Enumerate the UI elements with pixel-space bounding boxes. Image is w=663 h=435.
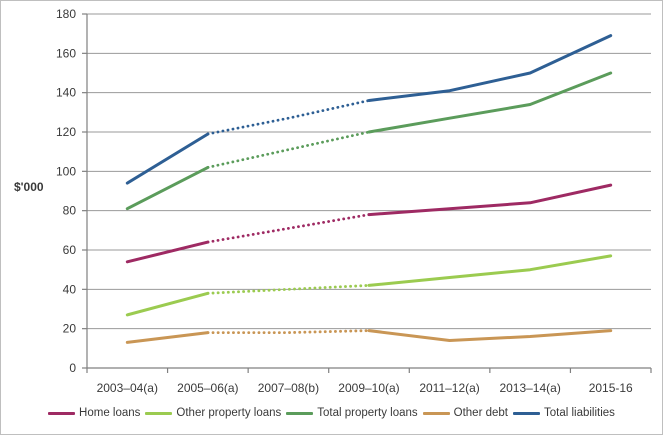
series-line-home-loans-solid-right	[367, 183, 613, 217]
series-line-home-loans-dotted	[206, 213, 371, 244]
y-tick-label: 160	[56, 46, 76, 60]
axes: 0 20 40 60 80 100 120 140 160 180 2003–04(a) 2005–0…	[56, 7, 652, 395]
series-line-total-liabilities-solid-right	[367, 34, 613, 102]
series-line-total-property-loans-dotted	[206, 130, 371, 169]
series-line-other-property-loans-solid-left	[125, 291, 210, 317]
legend-item-total-liabilities: Total liabilities	[512, 407, 615, 419]
gridlines	[87, 13, 651, 330]
x-tick-label: 2009–10(a)	[338, 381, 399, 395]
y-tick-label: 40	[63, 282, 77, 296]
series-line-other-property-loans-solid-right	[367, 254, 613, 287]
legend-swatch-total-liabilities	[512, 411, 540, 415]
series-line-total-property-loans-solid-right	[367, 71, 613, 134]
y-tick-label: 100	[56, 164, 76, 178]
legend-label: Other property loans	[176, 407, 282, 419]
legend-item-total-property-loans: Total property loans	[286, 407, 418, 419]
legend-swatch-total-property-loans	[286, 411, 314, 415]
y-tick-label: 180	[56, 7, 76, 21]
series-line-total-liabilities-dotted	[206, 99, 371, 136]
y-axis-title-text: $'000	[14, 180, 44, 194]
chart-legend: Home loans Other property loans Total prop…	[1, 402, 662, 424]
legend-label: Total liabilities	[543, 407, 615, 419]
legend-swatch-other-property-loans	[145, 411, 173, 415]
y-axis-title: $'000	[14, 180, 44, 194]
legend-item-home-loans: Home loans	[48, 407, 140, 419]
y-tick-label: 140	[56, 86, 76, 100]
legend-item-other-property-loans: Other property loans	[145, 407, 281, 419]
series-line-other-debt-solid-right	[367, 329, 613, 342]
y-tick-label: 120	[56, 125, 76, 139]
series-line-other-debt-dotted	[206, 329, 371, 335]
x-tick-label: 2003–04(a)	[97, 381, 158, 395]
x-tick-label: 2013–14(a)	[499, 381, 560, 395]
series-line-total-liabilities-solid-left	[125, 132, 210, 185]
series-line-home-loans-solid-left	[125, 240, 210, 264]
legend-swatch-home-loans	[48, 411, 76, 415]
y-tick-label: 0	[69, 361, 76, 375]
series-lines	[125, 34, 613, 344]
x-tick-label: 2005–06(a)	[177, 381, 238, 395]
legend-label: Total property loans	[317, 407, 418, 419]
legend-swatch-other-debt	[422, 411, 450, 415]
legend-label: Other debt	[453, 407, 508, 419]
series-line-total-property-loans-solid-left	[125, 165, 210, 211]
legend-label: Home loans	[79, 407, 141, 419]
x-tick-label: 2011–12(a)	[419, 381, 480, 395]
y-tick-label: 20	[63, 322, 77, 336]
series-line-other-property-loans-dotted	[206, 283, 371, 295]
x-tick-label: 2007–08(b)	[258, 381, 319, 395]
series-line-other-debt-solid-left	[125, 331, 210, 344]
y-tick-label: 80	[63, 204, 77, 218]
x-tick-label: 2015-16	[589, 381, 633, 395]
y-tick-label: 60	[63, 243, 77, 257]
legend-item-other-debt: Other debt	[422, 407, 508, 419]
